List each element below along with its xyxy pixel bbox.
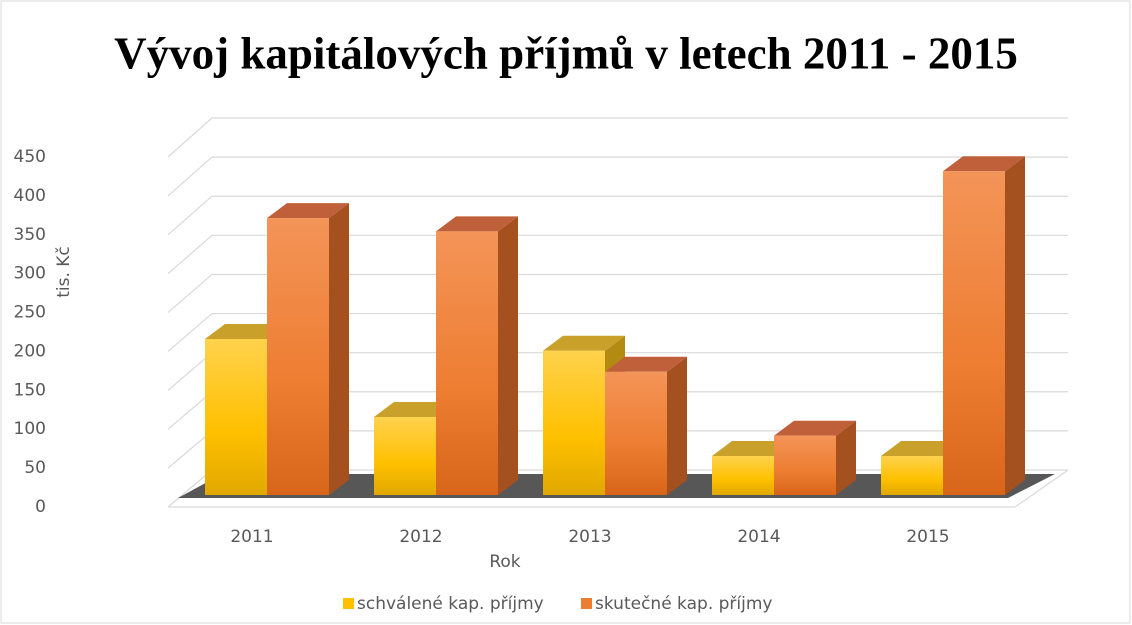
bar-top [205, 324, 287, 339]
legend-swatch [581, 598, 592, 609]
bar [543, 350, 605, 495]
y-axis-label: tis. Kč [54, 246, 74, 298]
x-tick-label: 2015 [906, 527, 949, 547]
bar-side [329, 203, 349, 495]
grid-line [167, 117, 1068, 158]
bar [712, 456, 774, 495]
bar-top [267, 203, 349, 219]
bar [774, 435, 836, 495]
bar [205, 339, 267, 495]
bar-side [836, 420, 856, 495]
bar [436, 231, 498, 496]
y-tick-label: 250 [14, 303, 46, 323]
bar-side [1005, 156, 1025, 496]
x-tick-label: 2011 [230, 527, 273, 547]
chart-title: Vývoj kapitálových příjmů v letech 2011 … [114, 28, 1018, 78]
bar-side [667, 356, 687, 495]
bar-top [712, 441, 794, 456]
y-tick-label: 350 [14, 225, 46, 245]
floor-line [1014, 469, 1069, 508]
x-tick-label: 2012 [399, 527, 442, 547]
legend-swatch [343, 598, 354, 609]
bar [605, 371, 667, 495]
bar-top [774, 420, 856, 436]
bar-top [881, 441, 963, 456]
y-tick-label: 50 [24, 458, 46, 478]
bar-top [543, 335, 625, 351]
bar [943, 171, 1005, 496]
grid-line [167, 156, 1068, 197]
bar-top [436, 216, 518, 232]
grid-line [167, 273, 1068, 314]
y-tick-label: 200 [14, 341, 46, 361]
y-tick-label: 0 [35, 497, 46, 517]
bar [881, 456, 943, 495]
bar-side [498, 216, 518, 496]
grid-line [167, 234, 1068, 275]
bar-top [374, 402, 456, 417]
grid-line [167, 195, 1068, 236]
y-tick-label: 400 [14, 186, 46, 206]
y-tick-label: 300 [14, 264, 46, 284]
x-tick-label: 2014 [737, 527, 780, 547]
bar [374, 417, 436, 495]
x-axis-label: Rok [489, 552, 520, 572]
y-tick-label: 100 [14, 419, 46, 439]
bar-top [943, 156, 1025, 172]
legend-label: schválené kap. příjmy [357, 594, 544, 614]
legend-label: skutečné kap. příjmy [595, 594, 772, 614]
x-tick-label: 2013 [568, 527, 611, 547]
grid-line [167, 312, 1068, 352]
y-tick-label: 150 [14, 380, 46, 400]
bar [267, 218, 329, 495]
y-tick-label: 450 [14, 147, 46, 167]
bar-top [605, 356, 687, 372]
